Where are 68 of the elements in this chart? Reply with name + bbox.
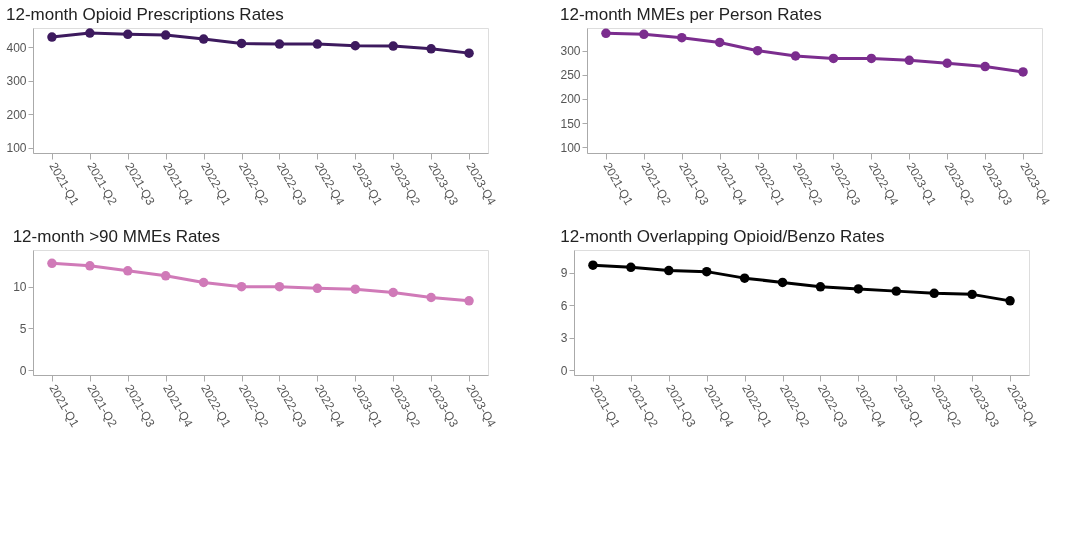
- y-tick-label: 9: [560, 266, 568, 281]
- chart-title: 12-month Overlapping Opioid/Benzo Rates: [560, 227, 885, 246]
- point: [980, 61, 990, 72]
- point: [1018, 67, 1028, 77]
- point: [739, 273, 750, 283]
- point: [274, 39, 285, 49]
- chart-title: 12-month >90 MMEs Rates: [12, 227, 221, 246]
- point: [1005, 296, 1015, 306]
- y-tick-label: 0: [560, 363, 568, 378]
- point: [160, 271, 171, 281]
- y-tick-label: 100: [560, 140, 581, 155]
- y-tick-label: 3: [560, 331, 568, 346]
- point: [426, 44, 436, 54]
- point: [388, 41, 398, 51]
- point: [601, 28, 611, 39]
- point: [714, 37, 725, 48]
- point: [891, 286, 902, 296]
- y-tick-label: 400: [6, 40, 27, 55]
- point: [85, 261, 95, 271]
- point: [274, 281, 285, 292]
- y-tick-label: 100: [6, 141, 27, 156]
- y-tick-label: 200: [560, 92, 581, 107]
- point: [942, 58, 952, 68]
- point: [664, 265, 674, 276]
- point: [815, 282, 826, 292]
- point: [198, 34, 209, 44]
- y-tick-label: 5: [19, 321, 27, 336]
- point: [929, 288, 939, 299]
- point: [350, 41, 361, 51]
- y-tick-label: 300: [6, 74, 27, 89]
- point: [464, 296, 474, 306]
- point: [967, 289, 977, 300]
- chart-title: 12-month Opioid Prescriptions Rates: [5, 5, 284, 24]
- y-tick-label: 200: [6, 107, 27, 122]
- point: [828, 53, 839, 64]
- y-tick-label: 0: [19, 363, 27, 378]
- point: [350, 284, 361, 294]
- point: [160, 30, 171, 40]
- point: [904, 55, 915, 66]
- point: [701, 266, 712, 277]
- point: [47, 258, 57, 269]
- point: [626, 262, 636, 273]
- y-tick-label: 150: [560, 116, 581, 131]
- point: [236, 281, 247, 292]
- point: [85, 28, 95, 38]
- point: [312, 283, 323, 294]
- point: [777, 277, 788, 288]
- point: [388, 287, 398, 298]
- y-tick-label: 250: [560, 68, 581, 83]
- point: [866, 53, 877, 64]
- point: [639, 29, 649, 40]
- y-tick-label: 10: [13, 280, 27, 295]
- point: [47, 32, 57, 42]
- y-tick-label: 300: [560, 44, 581, 59]
- point: [588, 260, 598, 270]
- y-tick-label: 6: [560, 298, 568, 313]
- point: [464, 48, 474, 58]
- point: [426, 292, 436, 303]
- point: [853, 284, 864, 294]
- point: [198, 277, 209, 288]
- point: [312, 39, 323, 49]
- point: [677, 32, 687, 43]
- point: [123, 29, 133, 40]
- point: [752, 45, 763, 56]
- point: [123, 266, 133, 276]
- point: [236, 38, 247, 49]
- point: [790, 51, 801, 61]
- chart-title: 12-month MMEs per Person Rates: [559, 5, 822, 24]
